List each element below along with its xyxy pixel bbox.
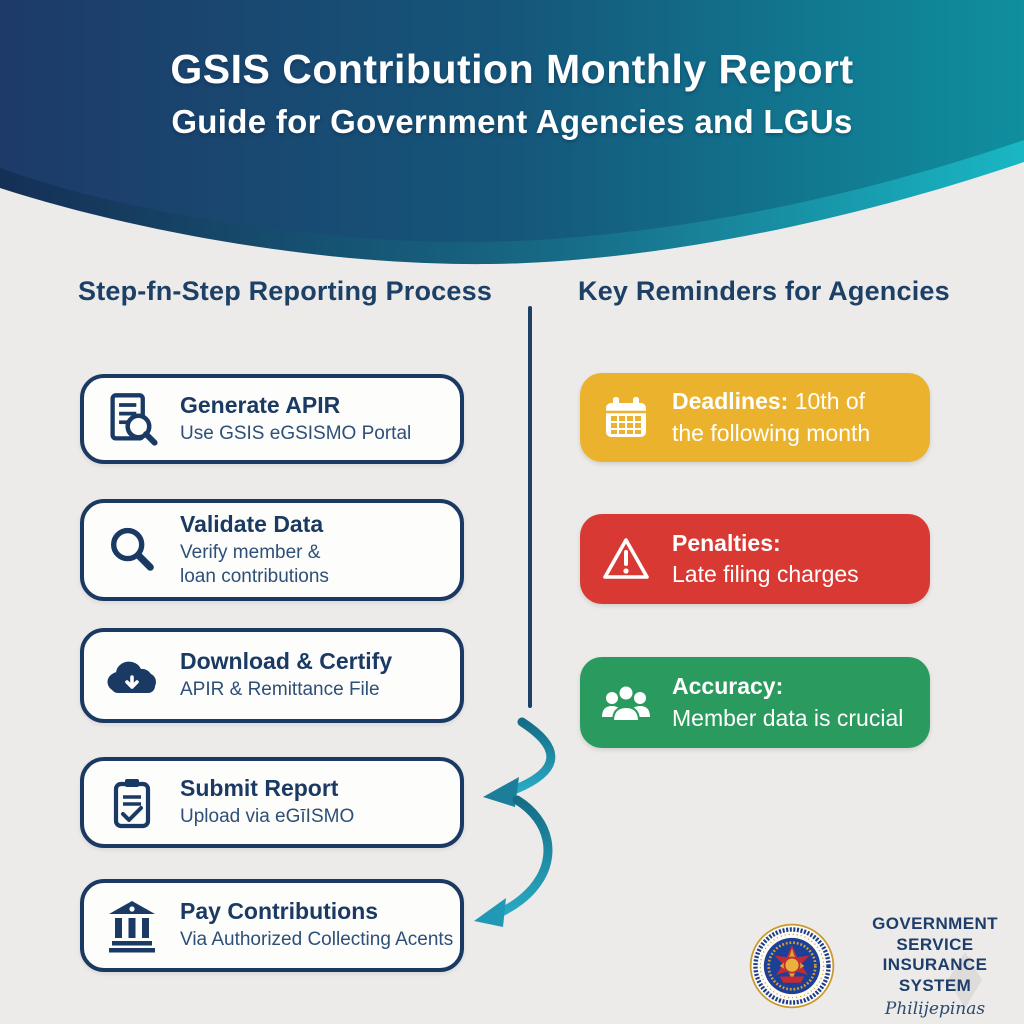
reminder-text-line2: Late filing charges xyxy=(672,561,859,587)
reminder-label: Penalties: xyxy=(672,529,781,556)
reminder-accuracy: Accuracy: Member data is crucial xyxy=(580,657,930,748)
step-card-validate-data: Validate Data Verify member & loan contr… xyxy=(80,499,464,601)
org-name-line1: GOVERNMENT SERVICE xyxy=(872,914,998,954)
reminder-text: 10th of xyxy=(788,388,866,415)
right-section-heading: Key Reminders for Agencies xyxy=(578,276,950,306)
reminder-text-line2: the following month xyxy=(672,419,871,446)
bank-icon xyxy=(84,898,180,954)
warning-icon xyxy=(580,536,672,582)
header: GSIS Contribution Monthly Report Guide f… xyxy=(0,0,1024,141)
step-title: Pay Contributions xyxy=(180,898,379,925)
header-banner xyxy=(0,0,1024,265)
step-subtitle: loan contributions xyxy=(180,566,329,587)
org-name-line2: INSURANCE SYSTEM xyxy=(882,955,988,996)
step-card-submit-report: Submit Report Upload via eGīISMO xyxy=(80,757,464,848)
step-card-download-certify: Download & Certify APIR & Remittance Fil… xyxy=(80,628,464,723)
document-search-icon xyxy=(84,391,180,447)
cloud-download-icon xyxy=(84,653,180,699)
watermark-shape xyxy=(948,952,982,1008)
page-subtitle: Guide for Government Agencies and LGUs xyxy=(171,103,853,140)
reminder-text-line2: Member data is crucial xyxy=(672,704,904,731)
clipboard-check-icon xyxy=(84,775,180,831)
step-card-pay-contributions: Pay Contributions Via Authorized Collect… xyxy=(80,879,464,972)
magnifier-icon xyxy=(84,522,180,578)
gsis-seal-logo xyxy=(749,924,835,1009)
calendar-icon xyxy=(580,395,672,441)
arrow-to-submit-report xyxy=(483,717,556,807)
step-title: Download & Certify xyxy=(180,648,393,675)
page-title: GSIS Contribution Monthly Report xyxy=(170,46,854,92)
org-country-script: Philijepinas xyxy=(884,998,986,1019)
reminder-penalties: Penalties: Late filing charges xyxy=(580,514,930,604)
step-subtitle: APIR & Remittance File xyxy=(180,679,380,701)
step-subtitle: Upload via eGīISMO xyxy=(180,806,355,828)
reminder-label: Deadlines: xyxy=(672,388,789,415)
step-card-generate-apir: Generate APIR Use GSIS eGSISMO Portal xyxy=(80,374,464,464)
gsis-branding: GOVERNMENT SERVICE INSURANCE SYSTEM Phil… xyxy=(748,914,1024,1019)
step-subtitle: Via Authorized Collecting Acents xyxy=(180,929,454,951)
step-subtitle: Use GSIS eGSISMO Portal xyxy=(180,422,412,444)
column-divider xyxy=(528,306,532,708)
step-title: Submit Report xyxy=(180,775,339,802)
people-icon xyxy=(580,681,672,725)
step-title: Validate Data xyxy=(180,510,324,537)
arrow-to-pay-contributions xyxy=(474,795,553,927)
reminder-label: Accuracy: xyxy=(672,673,784,700)
step-subtitle: Verify member & xyxy=(180,541,321,563)
step-title: Generate APIR xyxy=(180,391,341,418)
left-section-heading: Step-fn-Step Reporting Process xyxy=(78,276,493,306)
reminder-deadlines: Deadlines: 10th of the following month xyxy=(580,373,930,462)
